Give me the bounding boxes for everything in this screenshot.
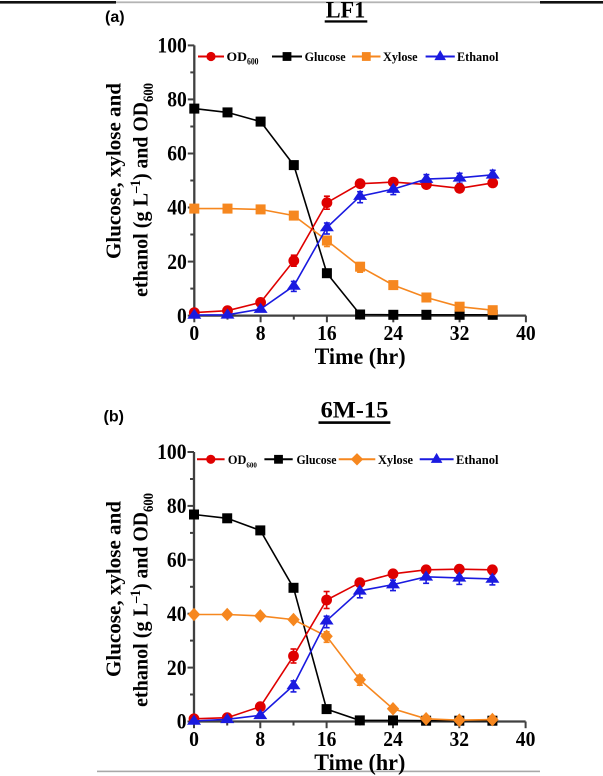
svg-text:Xylose: Xylose (383, 50, 418, 64)
svg-text:Glucose: Glucose (305, 50, 346, 64)
svg-text:6M-15: 6M-15 (321, 398, 389, 424)
svg-text:40: 40 (167, 195, 187, 220)
svg-text:80: 80 (167, 87, 187, 112)
svg-text:OD600: OD600 (228, 453, 257, 470)
svg-text:100: 100 (157, 439, 186, 464)
svg-text:0: 0 (189, 321, 199, 345)
svg-text:60: 60 (167, 141, 187, 166)
svg-text:100: 100 (157, 33, 186, 58)
svg-text:Ethanol: Ethanol (456, 453, 499, 467)
svg-text:24: 24 (383, 727, 403, 751)
svg-text:8: 8 (256, 321, 266, 345)
svg-text:Ethanol: Ethanol (457, 50, 499, 64)
svg-text:32: 32 (450, 321, 470, 345)
svg-text:20: 20 (167, 249, 187, 274)
svg-text:20: 20 (167, 655, 187, 680)
svg-text:32: 32 (450, 727, 470, 751)
svg-text:Glucose: Glucose (297, 453, 337, 467)
svg-text:Glucose, xylose and: Glucose, xylose and (102, 83, 126, 259)
svg-text:ethanol (g L–1) and OD600: ethanol (g L–1) and OD600 (128, 493, 157, 707)
svg-text:8: 8 (255, 727, 265, 751)
svg-text:16: 16 (317, 727, 337, 751)
svg-text:40: 40 (516, 727, 536, 751)
svg-text:Time (hr): Time (hr) (315, 344, 406, 370)
svg-text:Glucose, xylose and: Glucose, xylose and (102, 501, 126, 677)
svg-text:24: 24 (384, 321, 404, 345)
svg-text:60: 60 (167, 547, 187, 572)
svg-text:ethanol (g L–1) and OD600: ethanol (g L–1) and OD600 (128, 83, 157, 297)
svg-text:40: 40 (516, 321, 536, 345)
svg-text:Time (hr): Time (hr) (314, 750, 405, 776)
svg-text:80: 80 (167, 493, 187, 518)
svg-text:(a): (a) (105, 9, 125, 26)
svg-text:(b): (b) (104, 409, 124, 426)
svg-text:0: 0 (189, 727, 199, 751)
svg-text:Xylose: Xylose (378, 453, 413, 467)
svg-text:0: 0 (177, 709, 187, 734)
svg-text:LF1: LF1 (326, 0, 366, 24)
svg-text:0: 0 (177, 303, 187, 328)
svg-text:16: 16 (317, 321, 337, 345)
svg-text:OD600: OD600 (227, 50, 259, 67)
svg-text:40: 40 (167, 601, 187, 626)
